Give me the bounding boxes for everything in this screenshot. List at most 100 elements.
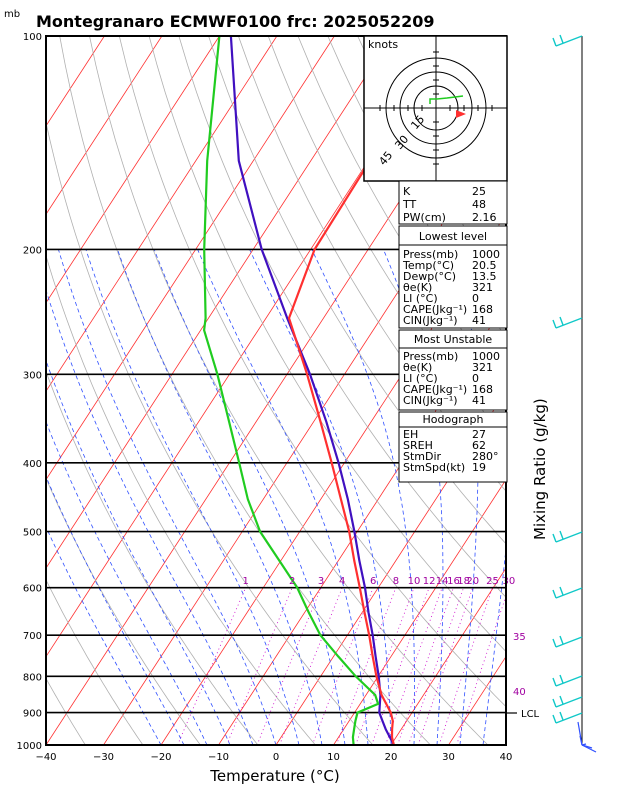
lowest-level-box — [398, 225, 508, 329]
mixing-ratio-label: 30 — [502, 576, 515, 587]
wind-barb-flag — [559, 695, 564, 705]
pressure-tick-label: 800 — [23, 672, 42, 683]
storm-motion-marker — [456, 110, 466, 118]
most-unstable-row-label: LI (°C) — [403, 372, 438, 385]
dry-adiabat-line — [178, 36, 506, 598]
dry-adiabat-line — [566, 36, 618, 745]
hodograph-param-row-label: SREH — [403, 439, 433, 452]
wind-barb-flag — [559, 711, 564, 721]
isotherm-line — [46, 36, 220, 304]
temperature-tick-label: −10 — [208, 752, 229, 763]
lowest-level-row-label: LI (°C) — [403, 292, 438, 305]
dry-adiabat-line — [596, 36, 618, 745]
hodograph-trace — [429, 95, 464, 104]
lowest-level-row-value: 168 — [472, 303, 493, 316]
moist-adiabat-line — [46, 359, 231, 745]
wind-barb-flag — [552, 37, 557, 47]
mixing-ratio-label: 14 — [436, 576, 449, 587]
wind-barb-staff — [555, 696, 583, 708]
mixing-ratio-line — [256, 587, 322, 745]
index-value-k: 25 — [472, 185, 486, 198]
lowest-level-row-label: CAPE(Jkg⁻¹) — [403, 303, 467, 316]
hodograph-param-row-value: 280° — [472, 450, 499, 463]
hodograph-param-row-label: EH — [403, 428, 418, 441]
lowest-level-rows: Press(mb) 1000 Temp(°C) 20.5 Dewp(°C) 13.5 θe(… — [402, 248, 500, 327]
mixing-ratio-label: 6 — [370, 576, 376, 587]
temperature-tick-label: 0 — [273, 752, 279, 763]
hodograph-params-rows: EH 27 SREH 62 StmDir 280° StmSpd(kt) 19 — [403, 428, 499, 474]
temperature-tick-label: 10 — [327, 752, 340, 763]
pressure-tick-label: 300 — [23, 370, 42, 381]
hodograph-params-title: Hodograph — [423, 413, 484, 426]
temperature-tick-label: −20 — [150, 752, 171, 763]
dry-adiabat-line — [148, 36, 506, 653]
most-unstable-row-label: CAPE(Jkg⁻¹) — [403, 383, 467, 396]
hodograph-rings — [364, 36, 507, 181]
most-unstable-title: Most Unstable — [414, 333, 493, 346]
dewpoint-profile-line — [202, 36, 380, 745]
moist-adiabat-line — [197, 249, 369, 745]
wind-barb-flag — [559, 586, 564, 596]
pressure-tick-label: 900 — [23, 709, 42, 720]
wind-barb-flag — [559, 316, 564, 326]
dry-adiabat-line — [118, 36, 506, 708]
most-unstable-rows: Press(mb) 1000 θe(K) 321 LI (°C) 0 CAPE(Jkg⁻¹)… — [403, 350, 500, 407]
surface-wind-barb — [577, 721, 583, 746]
temperature-tick-label: 40 — [500, 752, 513, 763]
mixing-ratio-label: 3 — [318, 576, 324, 587]
mixing-ratio-label: 16 — [447, 576, 460, 587]
pressure-tick-label: 600 — [23, 584, 42, 595]
lowest-level-row-label: Temp(°C) — [402, 259, 454, 272]
lowest-level-row-label: Press(mb) — [403, 248, 458, 261]
isotherm-line — [160, 213, 506, 745]
wind-barb-staff — [555, 35, 583, 47]
isotherm-line — [46, 36, 105, 127]
wind-barb-staff — [555, 675, 583, 687]
wind-barb-flag — [552, 589, 557, 599]
most-unstable-row-label: CIN(Jkg⁻¹) — [403, 394, 458, 407]
wind-barb-staff — [555, 712, 583, 724]
dry-adiabat-line — [46, 120, 374, 745]
most-unstable-row-value: 0 — [472, 372, 479, 385]
sounding-profiles — [202, 36, 439, 745]
wind-barb-staff — [555, 317, 583, 329]
moist-adiabat-line — [58, 249, 277, 745]
wind-barb-flag — [552, 533, 557, 543]
y-axis-title-right: Mixing Ratio (g/kg) — [531, 398, 549, 540]
most-unstable-row-value: 1000 — [472, 350, 500, 363]
pressure-tick-label: 500 — [23, 528, 42, 539]
mixing-ratio-line — [177, 587, 247, 745]
lowest-level-row-value: 1000 — [472, 248, 500, 261]
temperature-tick-label: −40 — [35, 752, 56, 763]
dry-adiabat-line — [238, 36, 506, 492]
hodograph-param-row-value: 19 — [472, 461, 486, 474]
hodograph-param-row-label: StmDir — [403, 450, 442, 463]
mixing-ratio-label: 20 — [466, 576, 479, 587]
moist-adiabat-line — [46, 420, 208, 745]
temperature-tick-label: 20 — [385, 752, 398, 763]
hodograph-units: knots — [368, 38, 398, 51]
most-unstable-row-label: Press(mb) — [403, 350, 458, 363]
wind-barb-flag — [559, 34, 564, 44]
lcl-label: LCL — [521, 709, 540, 720]
chart-title: Montegranaro ECMWF0100 frc: 2025052209 — [36, 12, 435, 31]
wind-barb-flag — [559, 635, 564, 645]
lowest-level-row-value: 20.5 — [472, 259, 497, 272]
isotherm-line — [333, 478, 506, 745]
index-value-tt: 48 — [472, 198, 486, 211]
index-label-pw: PW(cm) — [403, 211, 446, 224]
theta-e-label: 40 — [513, 687, 526, 698]
dry-adiabat-line — [46, 677, 86, 745]
wind-barb-flag — [552, 319, 557, 329]
pressure-tick-label: 400 — [23, 459, 42, 470]
pressure-tick-label: 700 — [23, 631, 42, 642]
index-value-pw: 2.16 — [472, 211, 497, 224]
mixing-ratio-line — [408, 587, 464, 745]
temperature-tick-label: 30 — [442, 752, 455, 763]
wind-barb-staff — [555, 636, 583, 648]
moist-adiabat-line — [153, 249, 346, 745]
lowest-level-row-label: CIN(Jkg⁻¹) — [403, 314, 458, 327]
dry-adiabat-line — [46, 579, 144, 745]
temperature-profile-line — [287, 36, 439, 745]
mixing-ratio-label: 10 — [408, 576, 421, 587]
